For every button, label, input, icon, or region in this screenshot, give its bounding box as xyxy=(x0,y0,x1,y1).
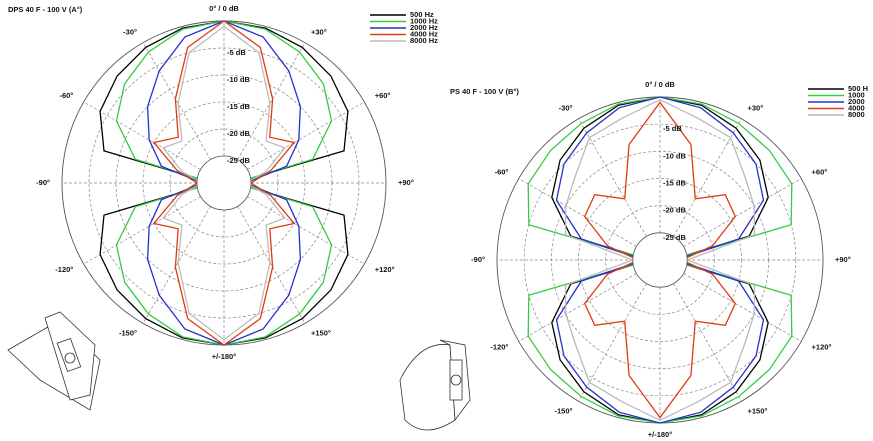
grid-spoke xyxy=(518,273,637,342)
grid-spoke xyxy=(578,118,647,237)
radial-tick-label: -5 dB xyxy=(663,124,682,133)
angle-tick-label: 0° / 0 dB xyxy=(645,80,675,89)
radial-tick-label: -15 dB xyxy=(663,178,687,187)
angle-tick-label: +150° xyxy=(748,407,768,416)
inner-disc xyxy=(196,155,252,211)
series-line xyxy=(564,98,756,422)
grid-spoke xyxy=(683,178,802,247)
angle-tick-label: -30° xyxy=(123,27,137,36)
series-line xyxy=(583,101,737,419)
legend-label: 1000 xyxy=(848,90,865,99)
chart-title: DPS 40 F - 100 V (A°) xyxy=(8,5,83,14)
angle-tick-label: +/-180° xyxy=(212,352,236,361)
legend-label: 1000 Hz xyxy=(410,16,438,25)
series-line xyxy=(162,25,286,341)
radial-tick-label: -25 dB xyxy=(663,233,687,242)
grid-spoke xyxy=(683,273,802,342)
series-line xyxy=(152,20,296,346)
angle-tick-label: +120° xyxy=(375,265,395,274)
speaker-illustration-b xyxy=(399,339,471,431)
angle-tick-label: -120° xyxy=(55,265,73,274)
grid-spoke xyxy=(247,196,365,265)
grid-spoke xyxy=(142,42,211,160)
legend-label: 500 Hz xyxy=(410,10,434,19)
angle-tick-label: +30° xyxy=(748,103,764,112)
radial-tick-label: -10 dB xyxy=(227,75,251,84)
angle-tick-label: -150° xyxy=(554,407,572,416)
radial-tick-label: -5 dB xyxy=(227,48,246,57)
legend-label: 4000 Hz xyxy=(410,29,438,38)
grid-ring xyxy=(578,178,742,342)
angle-tick-label: +60° xyxy=(375,91,391,100)
angle-tick-label: 0° / 0 dB xyxy=(209,4,239,13)
radial-tick-label: -15 dB xyxy=(227,102,251,111)
legend-label: 500 H xyxy=(848,84,868,93)
grid-spoke xyxy=(142,206,211,324)
grid-spoke xyxy=(247,101,365,170)
grid-ring xyxy=(523,123,797,397)
radial-tick-label: -25 dB xyxy=(227,156,251,165)
inner-disc xyxy=(632,232,688,288)
angle-tick-label: -90° xyxy=(471,255,485,264)
angle-tick-label: -60° xyxy=(495,167,509,176)
grid-spoke xyxy=(83,196,201,265)
grid-spoke xyxy=(673,118,742,237)
legend-label: 8000 Hz xyxy=(410,36,438,45)
angle-tick-label: -90° xyxy=(36,178,50,187)
angle-tick-label: -150° xyxy=(119,329,137,338)
grid-spoke xyxy=(237,206,306,324)
angle-tick-label: -120° xyxy=(490,342,508,351)
radial-tick-label: -20 dB xyxy=(227,129,251,138)
angle-tick-label: +/-180° xyxy=(648,430,672,439)
legend-label: 2000 Hz xyxy=(410,23,438,32)
radial-tick-label: -20 dB xyxy=(663,206,687,215)
polar-chart: DPS 40 F - 100 V (A°) 0° / 0 dB +30° +60° +9… xyxy=(8,4,438,361)
grid-spoke xyxy=(673,283,742,402)
angle-tick-label: +60° xyxy=(812,167,828,176)
angle-tick-label: -60° xyxy=(59,91,73,100)
angle-tick-label: +90° xyxy=(398,178,414,187)
angle-tick-label: +150° xyxy=(311,329,331,338)
grid-spoke xyxy=(237,42,306,160)
radial-tick-label: -10 dB xyxy=(663,151,687,160)
angle-tick-label: +120° xyxy=(812,342,832,351)
polar-chart: PS 40 F - 100 V (B°) 0° / 0 dB +30° +60° +90… xyxy=(450,80,868,439)
angle-tick-label: -30° xyxy=(559,103,573,112)
chart-title: PS 40 F - 100 V (B°) xyxy=(450,87,519,96)
grid-spoke xyxy=(83,101,201,170)
grid-spoke xyxy=(518,178,637,247)
grid-spoke xyxy=(578,283,647,402)
grid-ring xyxy=(142,101,306,265)
legend-label: 8000 xyxy=(848,110,865,119)
legend-label: 2000 xyxy=(848,97,865,106)
angle-tick-label: +90° xyxy=(835,255,851,264)
speaker-illustration-a xyxy=(7,311,101,411)
legend-label: 4000 xyxy=(848,103,865,112)
angle-tick-label: +30° xyxy=(311,27,327,36)
series-line xyxy=(555,96,765,424)
